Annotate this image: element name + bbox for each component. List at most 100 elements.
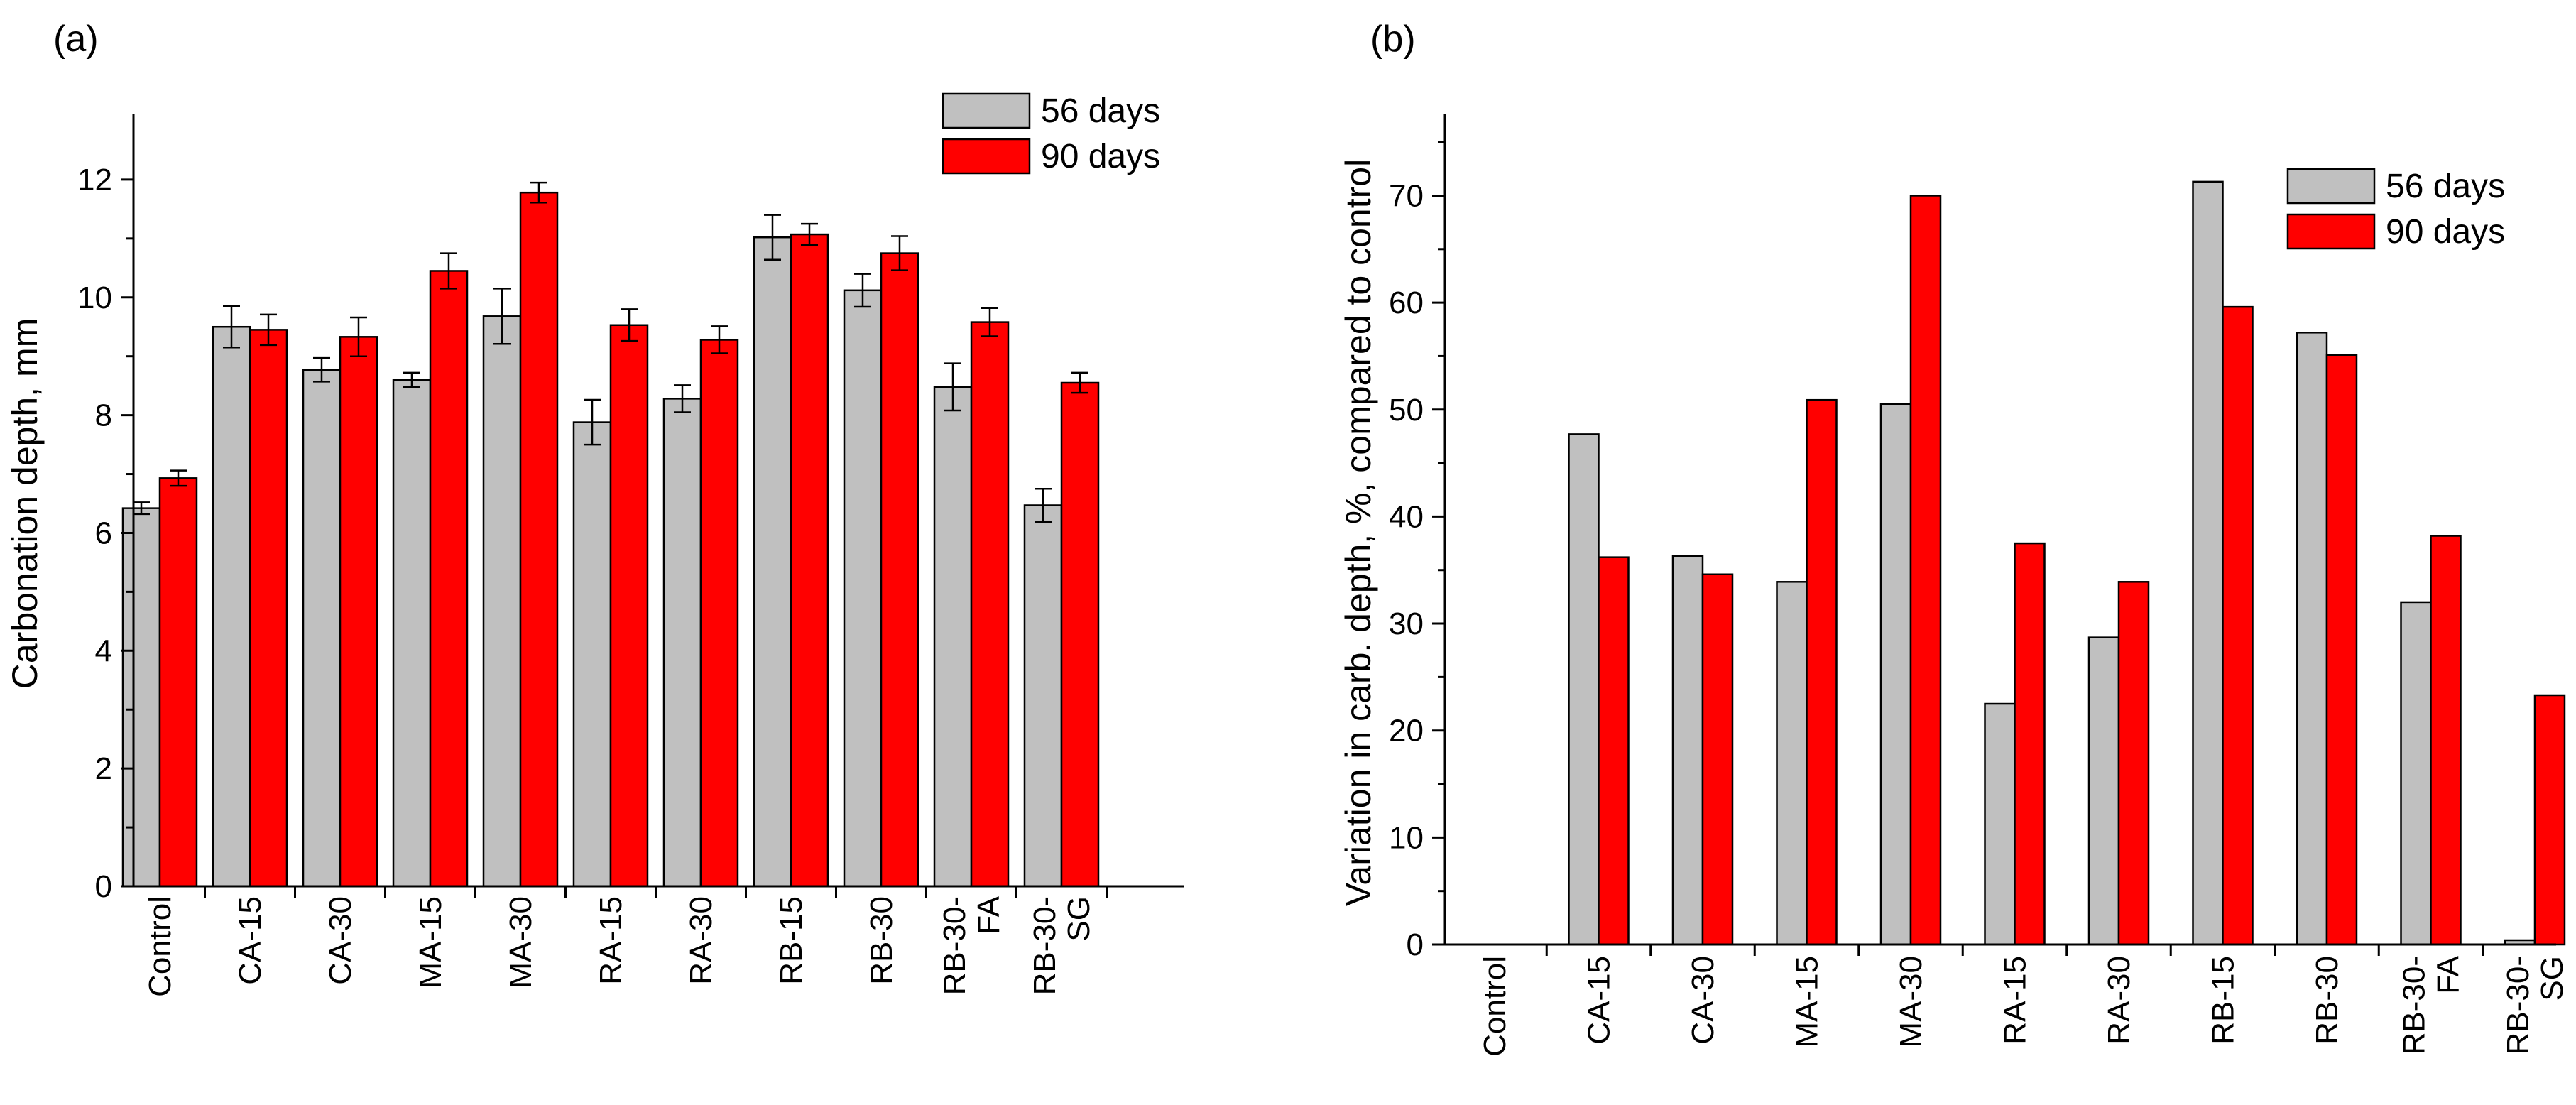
error-bar — [403, 371, 420, 388]
x-tick-label: RB-30- — [2397, 956, 2432, 1055]
x-tick-label: RB-15 — [2206, 956, 2241, 1045]
bar-90-days-rb-30-fa — [970, 321, 1010, 888]
x-tick-label: RB-30 — [2310, 956, 2345, 1045]
bar-56-days-control — [121, 507, 161, 888]
error-bar — [133, 501, 150, 516]
bar-56-days-rb-15 — [753, 236, 792, 888]
bar-56-days-ca-15 — [212, 325, 251, 888]
bar-56-days-ca-15 — [1568, 433, 1600, 946]
x-tick-label: CA-30 — [323, 896, 358, 985]
error-bar — [313, 356, 330, 383]
x-tick-label: RB-15 — [774, 896, 809, 985]
bar-56-days-ma-15 — [392, 379, 432, 888]
bar-90-days-ca-30 — [1701, 573, 1734, 946]
x-tick-label: MA-15 — [413, 896, 448, 989]
error-bar — [1035, 488, 1052, 523]
y-tick-label: 2 — [95, 751, 112, 786]
y-tick-label: 6 — [95, 516, 112, 550]
bar-90-days-ma-15 — [1806, 398, 1838, 946]
bar-56-days-ra-30 — [2087, 636, 2120, 946]
bar-56-days-rb-30-sg — [1023, 504, 1063, 888]
error-bar — [621, 308, 638, 342]
bar-56-days-ra-30 — [662, 398, 702, 888]
x-tick-label: FA — [971, 896, 1006, 934]
x-tick-label: RA-30 — [684, 896, 719, 985]
error-bar — [944, 362, 961, 412]
bar-56-days-ca-30 — [1671, 555, 1704, 946]
error-bar — [170, 469, 187, 487]
legend: 56 days 90 days — [2286, 168, 2505, 251]
error-bar — [260, 313, 277, 347]
bar-90-days-ca-15 — [1598, 556, 1630, 946]
y-tick-label: 30 — [1389, 606, 1424, 641]
bar-90-days-ra-30 — [2117, 581, 2150, 946]
bar-90-days-rb-30 — [880, 252, 919, 888]
bar-90-days-control — [158, 477, 198, 888]
y-tick-label: 10 — [1389, 820, 1424, 855]
bar-56-days-rb-30 — [843, 289, 883, 888]
x-tick-label: RA-15 — [1998, 956, 2033, 1045]
x-tick-label: Control — [1478, 956, 1512, 1057]
x-tick-label: CA-15 — [233, 896, 268, 985]
y-tick-label: 0 — [1407, 927, 1424, 962]
x-tick-label: RB-30- — [1027, 896, 1062, 995]
y-tick-label: 0 — [95, 869, 112, 904]
error-bar — [440, 252, 457, 290]
bar-90-days-ma-30 — [519, 191, 559, 888]
x-tick-label: MA-15 — [1790, 956, 1825, 1048]
legend-label: 90 days — [2386, 213, 2505, 251]
x-tick-label: RB-30 — [864, 896, 899, 985]
legend-label: 56 days — [2386, 168, 2505, 205]
bar-56-days-ma-30 — [1879, 403, 1912, 946]
y-tick-label: 70 — [1389, 178, 1424, 213]
error-bar — [493, 288, 511, 345]
legend-swatch — [942, 92, 1031, 129]
x-tick-label: MA-30 — [1894, 956, 1928, 1048]
y-tick-label: 10 — [77, 281, 112, 315]
y-tick-label: 20 — [1389, 714, 1424, 749]
y-tick-label: 50 — [1389, 393, 1424, 428]
bar-56-days-ra-15 — [1984, 702, 2016, 946]
error-bar — [854, 273, 871, 308]
error-bar — [584, 398, 601, 446]
y-tick-label: 40 — [1389, 499, 1424, 534]
bar-90-days-ma-15 — [429, 270, 469, 888]
y-tick-label: 8 — [95, 398, 112, 433]
bar-56-days-ra-15 — [572, 421, 612, 888]
x-tick-label: SG — [2535, 956, 2570, 1001]
error-bar — [801, 222, 818, 246]
error-bar — [530, 181, 547, 204]
legend-swatch — [2286, 213, 2376, 250]
y-axis-title: Variation in carb. depth, %, compared to… — [1338, 159, 1378, 906]
x-tick-label: RB-30- — [937, 896, 972, 995]
error-bar — [350, 316, 367, 357]
bar-90-days-rb-15 — [790, 233, 829, 888]
bar-90-days-rb-30-sg — [2533, 694, 2566, 946]
bar-90-days-ra-30 — [699, 339, 739, 888]
panel-label: (b) — [1370, 18, 1416, 60]
x-tick-label: RB-30- — [2501, 956, 2536, 1055]
error-bar — [891, 235, 908, 271]
bar-56-days-rb-30-fa — [933, 386, 973, 888]
bar-56-days-ma-30 — [482, 315, 522, 888]
legend: 56 days 90 days — [942, 92, 1160, 175]
y-tick-label: 12 — [77, 163, 112, 197]
x-tick-label: CA-15 — [1582, 956, 1617, 1045]
x-tick-label: Control — [143, 896, 178, 997]
bar-90-days-rb-30-sg — [1060, 381, 1100, 888]
x-tick-label: RA-30 — [2102, 956, 2136, 1045]
legend-label: 90 days — [1041, 138, 1160, 175]
x-tick-label: RA-15 — [594, 896, 628, 985]
bar-90-days-ca-15 — [249, 329, 288, 888]
y-tick-label: 60 — [1389, 285, 1424, 320]
panel-b-variation-carb-depth: (b) 0 10 20 30 40 50 60 70 Control CA-15 CA-30 MA-15… — [1338, 18, 2570, 1057]
bar-90-days-ca-30 — [339, 336, 378, 888]
bar-90-days-ra-15 — [609, 324, 649, 888]
error-bar — [223, 305, 240, 349]
bar-56-days-rb-30 — [2296, 332, 2328, 946]
bar-56-days-rb-30-fa — [2400, 601, 2432, 946]
bar-90-days-rb-30-fa — [2430, 535, 2462, 946]
x-tick-label: FA — [2431, 955, 2466, 994]
error-bar — [1071, 371, 1088, 394]
